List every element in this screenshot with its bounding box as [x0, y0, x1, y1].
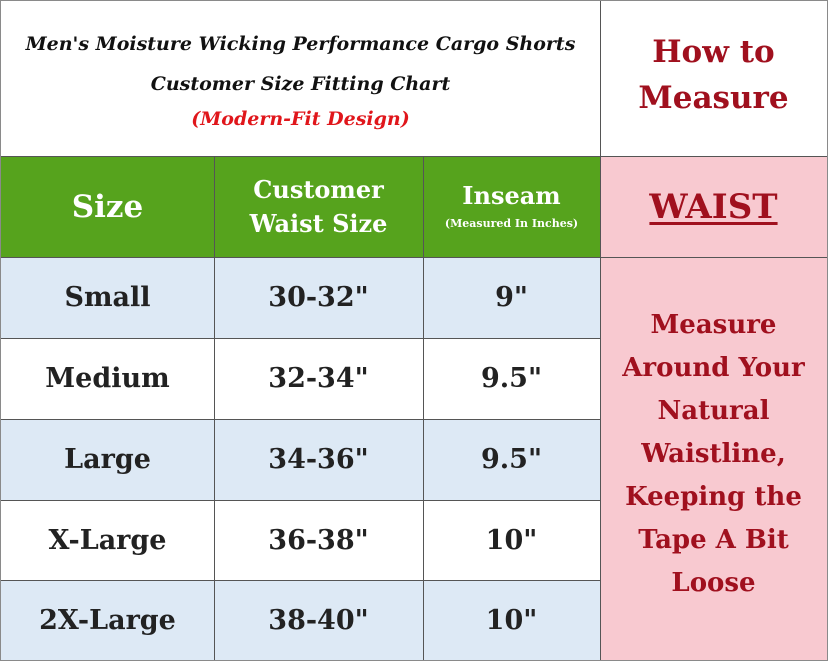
how-to-line-1: How to: [652, 33, 775, 70]
column-header-size: Size: [1, 156, 214, 257]
instruction-line: Around Your: [622, 353, 805, 383]
waist-measure-heading: WAIST: [600, 156, 827, 257]
divider: [1, 338, 600, 339]
inseam-header-label: Inseam: [462, 180, 561, 210]
instruction-line: Loose: [671, 568, 756, 598]
design-note: (Modern-Fit Design): [191, 107, 410, 130]
column-header-waist: Customer Waist Size: [214, 156, 423, 257]
instruction-line: Measure: [650, 310, 777, 340]
chart-subtitle: Customer Size Fitting Chart: [150, 72, 451, 95]
divider: [423, 156, 424, 660]
divider: [1, 257, 827, 258]
measuring-instructions: Measure Around Your Natural Waistline, K…: [600, 257, 827, 660]
table-row-inseam: 9.5": [423, 338, 600, 419]
chart-title-block: Men's Moisture Wicking Performance Cargo…: [1, 1, 600, 156]
waist-header-line-2: Waist Size: [249, 208, 388, 238]
divider: [1, 419, 600, 420]
divider: [1, 156, 827, 157]
waist-header-line-1: Customer: [253, 174, 384, 204]
divider: [600, 1, 601, 660]
size-header-label: Size: [71, 188, 144, 225]
how-to-measure-heading: How to Measure: [600, 1, 827, 156]
table-row-size: Large: [1, 419, 214, 500]
instruction-line: Natural: [657, 396, 770, 426]
instruction-line: Tape A Bit: [638, 525, 789, 555]
table-row-waist: 30-32": [214, 257, 423, 338]
table-row-inseam: 10": [423, 580, 600, 660]
divider: [214, 156, 215, 660]
divider: [1, 500, 600, 501]
table-row-inseam: 10": [423, 500, 600, 581]
table-row-size: Small: [1, 257, 214, 338]
table-row-size: 2X-Large: [1, 580, 214, 660]
table-row-inseam: 9.5": [423, 419, 600, 500]
table-row-waist: 36-38": [214, 500, 423, 581]
waist-heading-label: WAIST: [649, 186, 778, 227]
table-row-size: Medium: [1, 338, 214, 419]
table-row-waist: 32-34": [214, 338, 423, 419]
inseam-header-unit: (Measured In Inches): [444, 216, 579, 230]
divider: [1, 580, 600, 581]
table-row-inseam: 9": [423, 257, 600, 338]
product-title: Men's Moisture Wicking Performance Cargo…: [25, 32, 576, 55]
table-row-waist: 34-36": [214, 419, 423, 500]
how-to-line-2: Measure: [638, 79, 789, 116]
instruction-line: Waistline,: [641, 439, 786, 469]
instruction-line: Keeping the: [625, 482, 802, 512]
table-row-size: X-Large: [1, 500, 214, 581]
table-row-waist: 38-40": [214, 580, 423, 660]
column-header-inseam: Inseam (Measured In Inches): [423, 156, 600, 257]
